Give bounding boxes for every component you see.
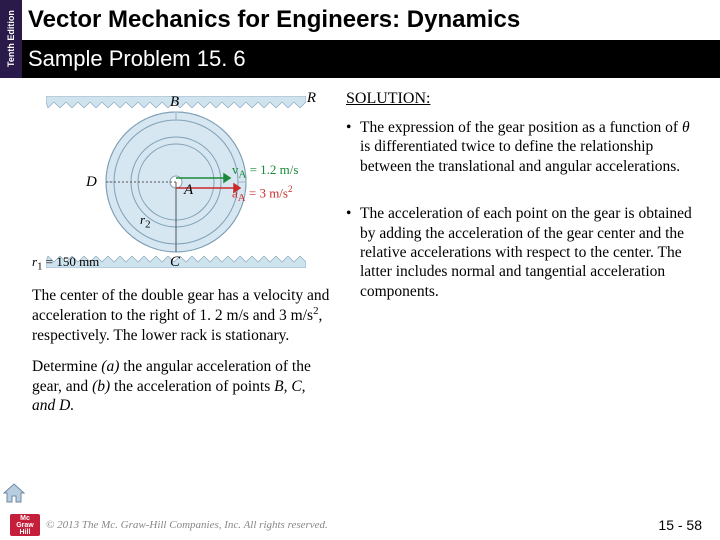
bullet-dot: •	[346, 204, 360, 301]
left-column: B C D A R vA = 1.2 m/s aA = 3 m/s2 r2 r1…	[32, 86, 332, 427]
publisher-logo: McGrawHill	[10, 514, 40, 536]
title-bar: Vector Mechanics for Engineers: Dynamics	[22, 0, 720, 40]
footer: McGrawHill © 2013 The Mc. Graw-Hill Comp…	[0, 510, 720, 540]
subtitle-bar: Sample Problem 15. 6	[22, 40, 720, 78]
problem-paragraph-1: The center of the double gear has a velo…	[32, 286, 332, 345]
book-title: Vector Mechanics for Engineers: Dynamics	[28, 6, 520, 34]
copyright-text: © 2013 The Mc. Graw-Hill Companies, Inc.…	[46, 519, 328, 531]
edition-tab: Tenth Edition	[0, 0, 22, 78]
home-icon[interactable]	[2, 482, 26, 504]
problem-paragraph-2: Determine (a) the angular acceleration o…	[32, 357, 332, 415]
label-vA: vA = 1.2 m/s	[232, 162, 298, 181]
problem-number: Sample Problem 15. 6	[28, 46, 246, 72]
label-R: R	[307, 90, 316, 107]
bullet-dot: •	[346, 118, 360, 176]
gear-figure: B C D A R vA = 1.2 m/s aA = 3 m/s2 r2 r1…	[32, 92, 322, 272]
page-number: 15 - 58	[658, 517, 702, 533]
label-r2: r2	[140, 212, 150, 231]
label-aA: aA = 3 m/s2	[232, 184, 293, 204]
label-B: B	[170, 94, 179, 111]
double-gear	[102, 108, 250, 256]
label-r1: r1 = 150 mm	[32, 254, 99, 273]
solution-heading: SOLUTION:	[346, 90, 702, 108]
label-A: A	[184, 182, 193, 199]
right-column: SOLUTION: • The expression of the gear p…	[346, 86, 702, 427]
label-C: C	[170, 254, 180, 271]
solution-bullet-2: • The acceleration of each point on the …	[346, 204, 702, 301]
content-area: B C D A R vA = 1.2 m/s aA = 3 m/s2 r2 r1…	[22, 78, 720, 510]
solution-bullet-1: • The expression of the gear position as…	[346, 118, 702, 176]
label-D: D	[86, 174, 97, 191]
